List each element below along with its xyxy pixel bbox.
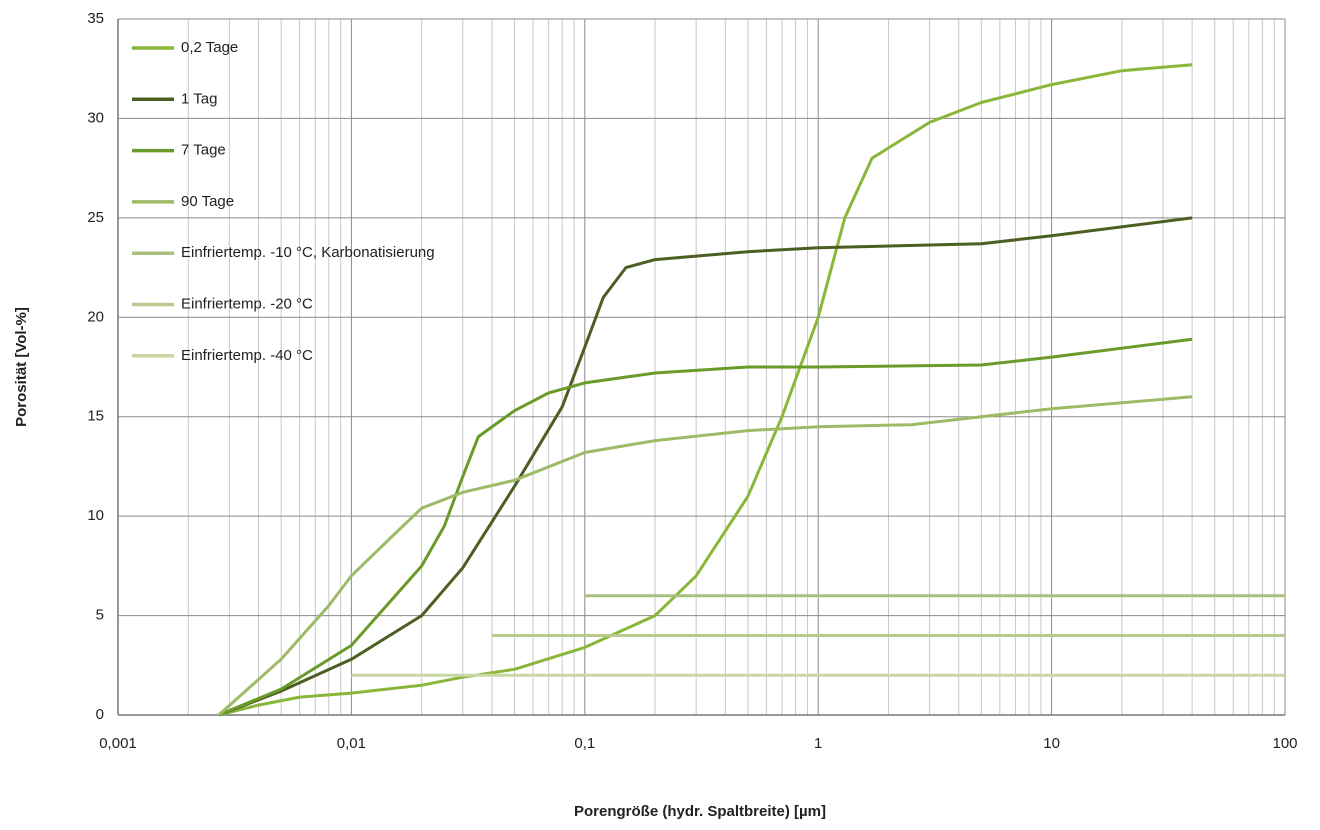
y-tick-label: 30: [87, 109, 104, 126]
y-tick-label: 25: [87, 209, 104, 226]
x-tick-label: 0,001: [99, 735, 137, 752]
x-tick-label: 0,01: [337, 735, 366, 752]
series-line: [218, 337, 1193, 717]
legend-label: 7 Tage: [181, 142, 226, 159]
series-line: [218, 216, 1193, 717]
y-tick-label: 5: [96, 607, 104, 624]
y-tick-label: 35: [87, 10, 104, 27]
y-tick-label: 10: [87, 507, 104, 524]
x-tick-label: 10: [1043, 735, 1060, 752]
legend-label: 1 Tag: [181, 90, 217, 107]
y-tick-label: 15: [87, 408, 104, 425]
legend-label: Einfriertemp. -10 °C, Karbonatisierung: [181, 244, 435, 261]
x-tick-label: 0,1: [574, 735, 595, 752]
legend-label: Einfriertemp. -40 °C: [181, 347, 313, 364]
y-tick-label: 20: [87, 308, 104, 325]
legend-label: Einfriertemp. -20 °C: [181, 295, 313, 312]
x-axis-title: Porengröße (hydr. Spaltbreite) [µm]: [574, 803, 826, 820]
legend-label: 0,2 Tage: [181, 39, 238, 56]
series-line: [218, 63, 1193, 717]
x-tick-label: 1: [814, 735, 822, 752]
x-tick-label: 100: [1272, 735, 1297, 752]
y-tick-label: 0: [96, 706, 104, 723]
y-axis-title: Porosität [Vol-%]: [13, 307, 30, 427]
series-line: [217, 395, 1193, 717]
legend-label: 90 Tage: [181, 193, 234, 210]
